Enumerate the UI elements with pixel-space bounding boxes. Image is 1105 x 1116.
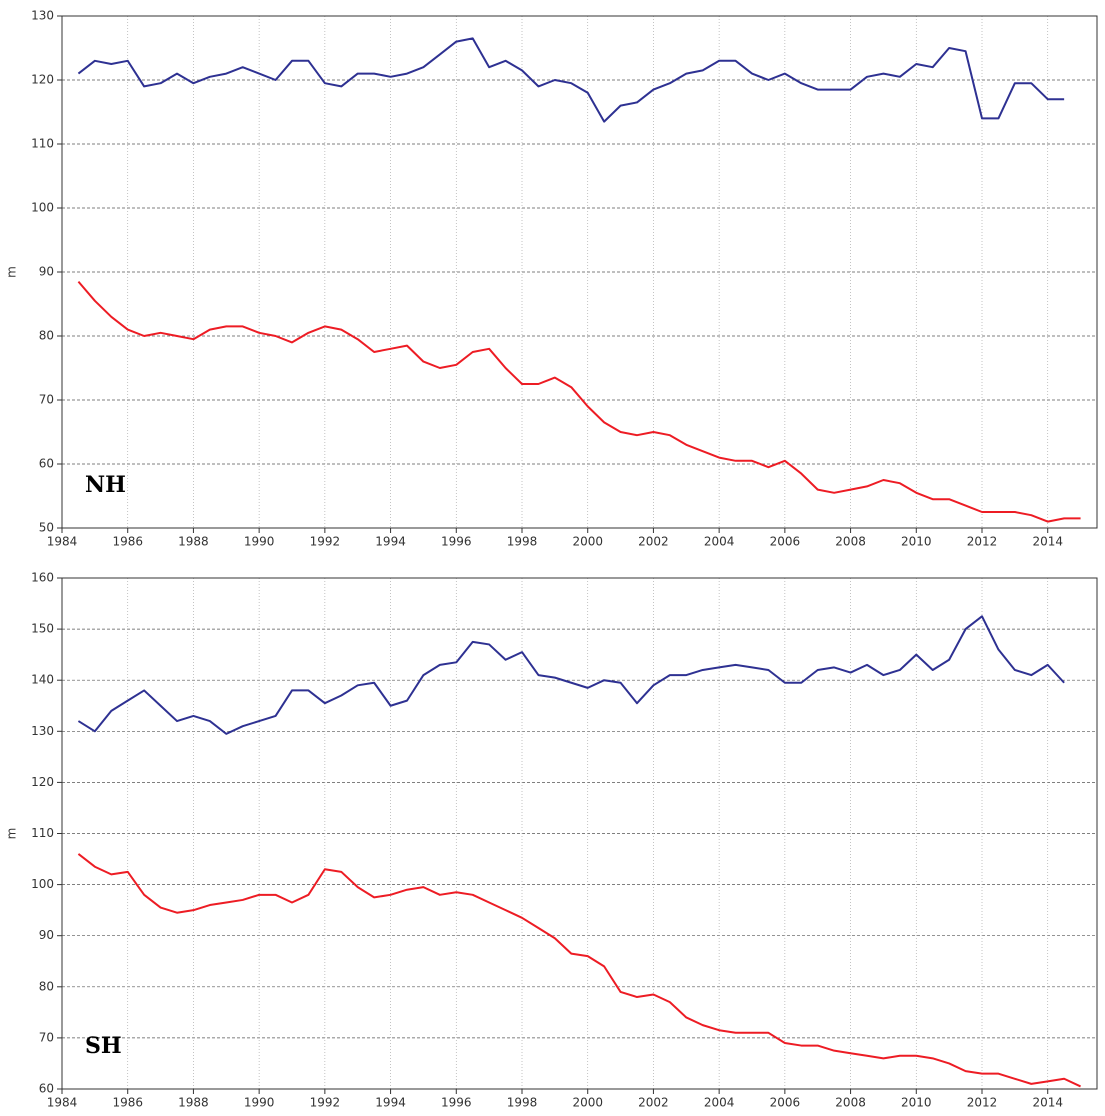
y-tick-label: 50	[39, 521, 54, 535]
x-tick-label: 1986	[112, 1096, 143, 1110]
x-tick-label: 2008	[835, 1096, 866, 1110]
data-line	[77, 615, 1065, 735]
y-axis-label: m	[5, 266, 19, 278]
x-tick-label: 2002	[638, 535, 669, 549]
y-tick-label: 130	[31, 9, 54, 23]
y-tick-label: 140	[31, 673, 54, 687]
y-tick-label: 150	[31, 622, 54, 636]
y-tick-label: 160	[31, 571, 54, 585]
annotation: NH	[85, 472, 126, 498]
x-tick-label: 2012	[967, 1096, 998, 1110]
y-tick-label: 130	[31, 724, 54, 738]
x-tick-label: 2004	[704, 1096, 735, 1110]
plot-frame	[61, 577, 1098, 1090]
x-tick-label: 1988	[178, 535, 209, 549]
x-tick-label: 1994	[375, 535, 406, 549]
y-tick-label: 60	[39, 457, 54, 471]
x-tick-label: 2004	[704, 535, 735, 549]
x-tick-label: 2010	[901, 1096, 932, 1110]
x-tick-label: 1984	[47, 535, 78, 549]
y-tick-label: 90	[39, 928, 54, 942]
y-tick-label: 120	[31, 73, 54, 87]
data-line	[77, 37, 1065, 123]
x-tick-label: 1986	[112, 535, 143, 549]
x-tick-label: 1996	[441, 1096, 472, 1110]
x-tick-label: 2010	[901, 535, 932, 549]
y-tick-label: 80	[39, 979, 54, 993]
y-tick-label: 70	[39, 393, 54, 407]
y-tick-label: 80	[39, 329, 54, 343]
plot-frame	[61, 15, 1098, 529]
x-tick-label: 1992	[310, 1096, 341, 1110]
x-tick-label: 2014	[1032, 1096, 1063, 1110]
x-tick-label: 2006	[770, 1096, 801, 1110]
y-tick-label: 100	[31, 877, 54, 891]
y-tick-label: 110	[31, 137, 54, 151]
y-tick-label: 60	[39, 1082, 54, 1096]
x-tick-label: 1998	[507, 535, 538, 549]
x-tick-label: 2012	[967, 535, 998, 549]
x-tick-label: 1998	[507, 1096, 538, 1110]
x-tick-label: 2014	[1032, 535, 1063, 549]
x-tick-label: 2006	[770, 535, 801, 549]
y-tick-label: 100	[31, 201, 54, 215]
y-tick-label: 70	[39, 1030, 54, 1044]
x-tick-label: 1988	[178, 1096, 209, 1110]
x-tick-label: 1990	[244, 1096, 275, 1110]
y-tick-label: 120	[31, 775, 54, 789]
x-tick-label: 2000	[572, 1096, 603, 1110]
y-axis-label: m	[5, 828, 19, 840]
y-tick-label: 110	[31, 826, 54, 840]
data-line	[77, 280, 1081, 523]
x-tick-label: 1994	[375, 1096, 406, 1110]
x-tick-label: 1996	[441, 535, 472, 549]
x-tick-label: 1990	[244, 535, 275, 549]
x-tick-label: 2000	[572, 535, 603, 549]
x-tick-label: 2002	[638, 1096, 669, 1110]
x-tick-label: 1992	[310, 535, 341, 549]
y-tick-label: 90	[39, 265, 54, 279]
data-line	[77, 853, 1081, 1088]
x-tick-label: 1984	[47, 1096, 78, 1110]
annotation: SH	[85, 1033, 122, 1059]
x-tick-label: 2008	[835, 535, 866, 549]
